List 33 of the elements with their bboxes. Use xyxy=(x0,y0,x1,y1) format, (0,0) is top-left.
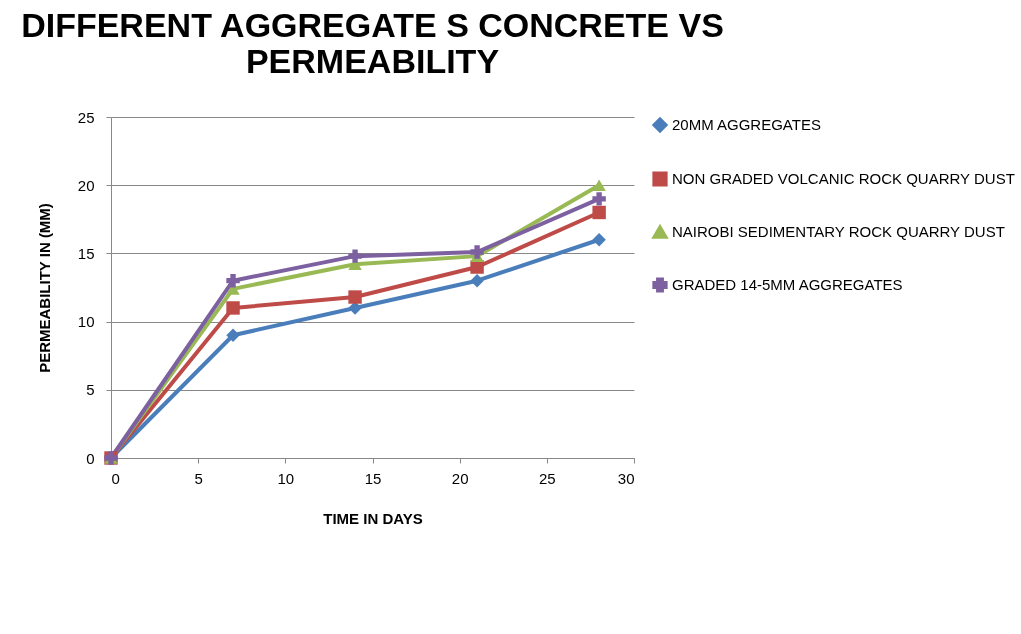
point xyxy=(592,233,606,247)
legend-label: 20MM AGGREGATES xyxy=(672,116,821,133)
point xyxy=(226,273,240,288)
point xyxy=(592,205,606,220)
point xyxy=(348,301,362,315)
point xyxy=(348,290,362,304)
y-tick-label: 20 xyxy=(77,176,95,194)
x-axis-title: TIME IN DAYS xyxy=(323,509,423,527)
x-tick-label: 5 xyxy=(194,469,203,487)
x-tick-label: 30 xyxy=(617,469,635,487)
y-tick-label: 0 xyxy=(86,449,95,467)
x-tick-label: 20 xyxy=(451,469,469,487)
y-tick-label: 10 xyxy=(77,313,95,331)
point xyxy=(592,192,606,206)
text: DIFFERENT AGGREGATE S CONCRETE VS xyxy=(21,6,724,44)
x-tick-label: 25 xyxy=(538,469,556,487)
legend-label: NAIROBI SEDIMENTARY ROCK QUARRY DUST xyxy=(672,223,1005,240)
point xyxy=(348,249,362,263)
point xyxy=(226,328,240,342)
y-tick-label: 25 xyxy=(77,108,95,126)
text: PERMEABILITY xyxy=(245,42,500,80)
legend-label: GRADED 14-5MM AGGREGATES xyxy=(672,276,903,293)
y-tick-label: 15 xyxy=(77,244,95,262)
x-tick-label: 15 xyxy=(364,469,382,487)
x-tick-label: 10 xyxy=(277,469,295,487)
point xyxy=(470,245,484,259)
point xyxy=(470,273,484,288)
legend-label: NON GRADED VOLCANIC ROCK QUARRY DUST xyxy=(672,170,1015,187)
y-tick-label: 5 xyxy=(86,381,95,399)
x-tick-label: 0 xyxy=(111,469,120,487)
y-axis-title: PERMEABILITY IN (MM) xyxy=(35,203,53,373)
point xyxy=(226,301,240,315)
point xyxy=(592,179,606,192)
